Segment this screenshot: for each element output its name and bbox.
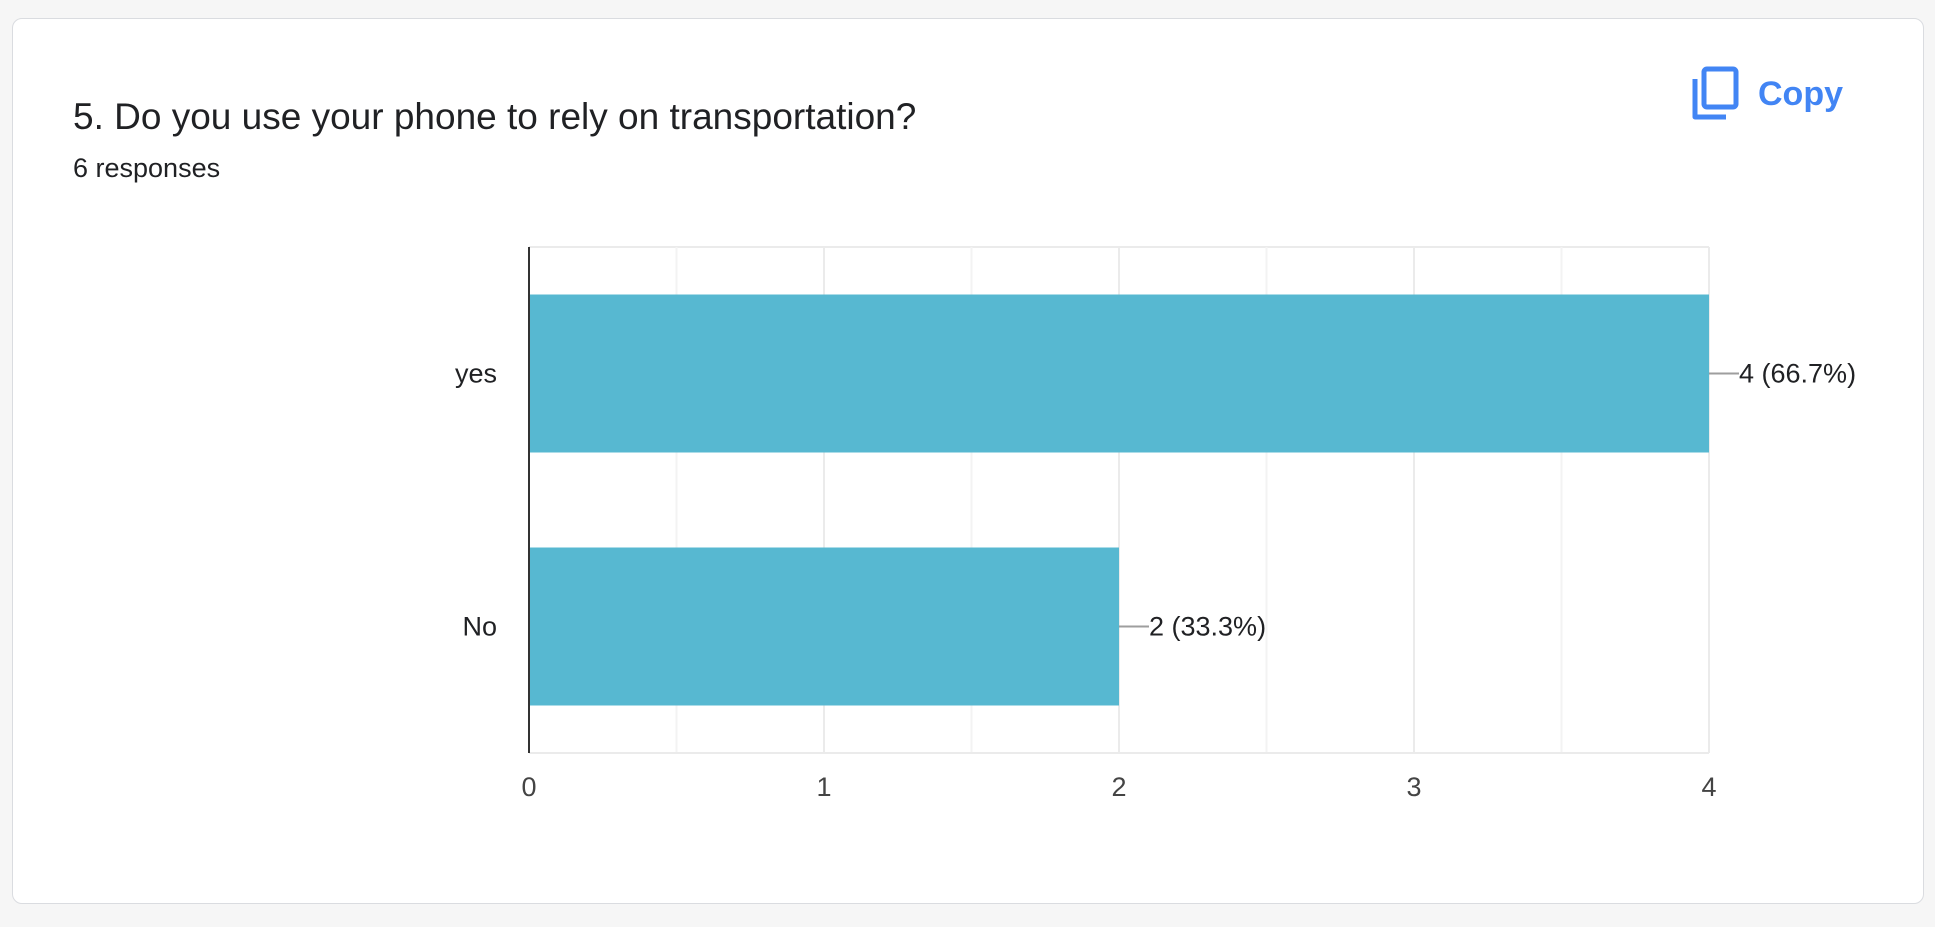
data-label: 4 (66.7%) [1739,359,1856,389]
category-label: No [462,612,497,642]
copy-icon [1690,65,1742,124]
bar [529,294,1709,453]
x-tick-label: 3 [1406,772,1421,802]
question-title: 5. Do you use your phone to rely on tran… [73,96,917,137]
x-tick-label: 0 [521,772,536,802]
bar [529,547,1119,706]
x-tick-label: 2 [1111,772,1126,802]
data-label: 2 (33.3%) [1149,612,1266,642]
copy-button[interactable]: Copy [1690,66,1853,122]
copy-label: Copy [1758,75,1843,113]
category-label: yes [455,359,497,389]
x-tick-label: 4 [1701,772,1716,802]
response-count: 6 responses [73,153,221,183]
x-tick-label: 1 [816,772,831,802]
question-card [12,18,1924,904]
